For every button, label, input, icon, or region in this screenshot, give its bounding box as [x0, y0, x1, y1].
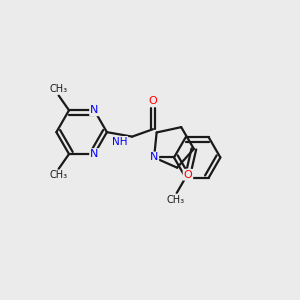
Text: O: O: [184, 170, 192, 180]
Text: N: N: [90, 105, 98, 115]
Text: O: O: [148, 96, 157, 106]
Text: NH: NH: [112, 137, 127, 147]
Text: CH₃: CH₃: [166, 195, 184, 205]
Text: N: N: [150, 152, 158, 163]
Text: CH₃: CH₃: [50, 170, 68, 180]
Text: N: N: [90, 149, 98, 159]
Text: CH₃: CH₃: [50, 84, 68, 94]
